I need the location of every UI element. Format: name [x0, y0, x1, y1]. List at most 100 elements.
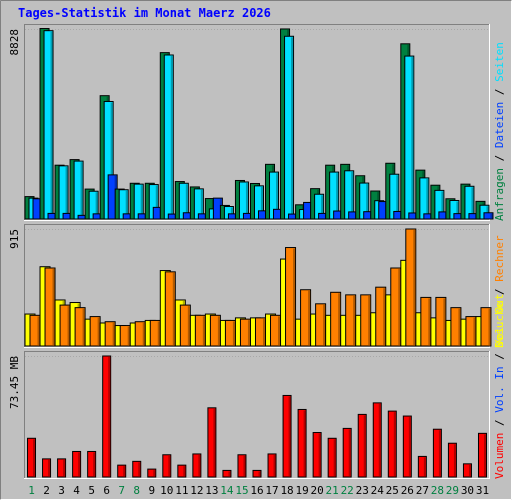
bar-visits-rechner-day-15 [239, 318, 251, 347]
legend-separator: / [493, 282, 506, 302]
bar-volume-volumen-day-16 [252, 469, 262, 478]
bar-visits-rechner-day-20 [315, 303, 327, 347]
bar-volume-volumen-day-7 [117, 464, 127, 478]
x-tick-label-day-9: 9 [148, 484, 155, 497]
x-tick-label-day-27: 27 [416, 484, 429, 497]
bar-visits-rechner-day-11 [179, 304, 191, 347]
x-tick-label-day-5: 5 [88, 484, 95, 497]
bar-visits-rechner-day-13 [209, 314, 221, 347]
x-tick-label-day-28: 28 [431, 484, 444, 497]
legend-entry-vol-out: Vol. Out [493, 294, 506, 347]
bar-visits-rechner-day-27 [420, 296, 432, 347]
bar-requests-seiten-day-18 [284, 35, 295, 220]
bar-visits-rechner-day-23 [360, 294, 372, 347]
x-tick-label-day-16: 16 [250, 484, 263, 497]
x-tick-label-day-15: 15 [235, 484, 248, 497]
x-tick-label-day-31: 31 [476, 484, 489, 497]
bar-visits-rechner-day-9 [149, 319, 161, 347]
max-label-volume: 73.45 MB [8, 356, 21, 409]
svg-text:Anfragen / Dateien / Seiten: Anfragen / Dateien / Seiten [493, 42, 506, 221]
x-tick-label-day-29: 29 [446, 484, 459, 497]
x-tick-label-day-25: 25 [386, 484, 399, 497]
bar-volume-volumen-day-31 [477, 432, 487, 478]
bar-visits-rechner-day-5 [89, 316, 101, 347]
bar-requests-seiten-day-27 [419, 177, 430, 220]
bar-visits-rechner-day-6 [104, 321, 116, 347]
x-tick-label-day-24: 24 [371, 484, 385, 497]
panels-layer: 8828 Anfragen / Dateien / Seiten 915 Besuch… [8, 24, 506, 479]
bar-volume-volumen-day-20 [312, 432, 322, 478]
bar-volume-volumen-day-6 [102, 355, 112, 478]
bar-volume-volumen-day-30 [462, 463, 472, 478]
bar-volume-volumen-day-23 [357, 413, 367, 478]
bar-volume-volumen-day-12 [192, 453, 202, 478]
chart-title: Tages-Statistik im Monat Maerz 2026 [18, 6, 271, 20]
bar-visits-rechner-day-24 [375, 286, 387, 347]
panel-volume: 73.45 MB Volumen / Vol. In / Vol. Out [8, 294, 506, 479]
x-tick-label-day-1: 1 [28, 484, 35, 497]
bar-volume-volumen-day-17 [267, 453, 277, 478]
bar-volume-volumen-day-25 [387, 410, 397, 478]
panel-requests: 8828 Anfragen / Dateien / Seiten [8, 24, 506, 221]
legend-separator: / [493, 347, 506, 367]
bar-requests-seiten-day-10 [163, 54, 174, 220]
bar-visits-rechner-day-12 [194, 314, 206, 347]
bar-visits-rechner-day-16 [254, 317, 266, 347]
legend-separator: / [493, 413, 506, 433]
legend-visits: Besuche / Rechner [493, 235, 506, 348]
x-axis: 1 2 3 4 5 6 7 8 9 10 11 12 13 14 15 16 17 18 19 20 21 22 23 24 2… [28, 484, 489, 497]
bar-visits-rechner-day-22 [345, 294, 357, 347]
bar-visits-rechner-day-17 [270, 314, 282, 347]
bar-visits-rechner-day-7 [119, 325, 131, 347]
bar-volume-volumen-day-8 [132, 460, 142, 478]
x-tick-label-day-22: 22 [341, 484, 354, 497]
x-tick-label-day-18: 18 [280, 484, 293, 497]
bar-visits-rechner-day-14 [224, 319, 236, 347]
x-tick-label-day-19: 19 [295, 484, 308, 497]
bar-requests-dateien-day-31 [483, 212, 494, 220]
bar-visits-rechner-day-29 [450, 307, 462, 347]
legend-separator: / [493, 148, 506, 168]
bar-volume-volumen-day-21 [327, 437, 337, 478]
max-label-visits: 915 [8, 229, 21, 249]
x-tick-label-day-26: 26 [401, 484, 414, 497]
bar-volume-volumen-day-24 [372, 402, 382, 478]
bar-volume-volumen-day-5 [87, 450, 97, 478]
bar-requests-seiten-day-26 [404, 55, 415, 220]
legend-entry-besuche: Besuche [493, 302, 506, 348]
plot-area-volume [24, 351, 490, 479]
bar-volume-volumen-day-22 [342, 427, 352, 478]
bar-visits-rechner-day-4 [74, 307, 86, 347]
bar-volume-volumen-day-9 [147, 468, 157, 478]
x-tick-label-day-12: 12 [190, 484, 203, 497]
bar-visits-rechner-day-28 [435, 296, 447, 347]
legend-entry-anfragen: Anfragen [493, 168, 506, 221]
bar-volume-volumen-day-28 [432, 428, 442, 478]
x-tick-label-day-14: 14 [220, 484, 234, 497]
bar-requests-seiten-day-2 [43, 30, 54, 220]
x-tick-label-day-3: 3 [58, 484, 65, 497]
legend-entry-vol-in: Vol. In [493, 366, 506, 412]
bar-volume-volumen-day-10 [162, 454, 172, 478]
bar-visits-rechner-day-21 [330, 291, 342, 347]
x-tick-label-day-7: 7 [118, 484, 125, 497]
x-tick-label-day-4: 4 [73, 484, 80, 497]
max-label-requests: 8828 [8, 29, 21, 56]
bar-visits-rechner-day-31 [480, 307, 492, 347]
x-tick-label-day-17: 17 [265, 484, 278, 497]
bar-requests-seiten-day-4 [73, 160, 84, 220]
legend-entry-seiten: Seiten [493, 42, 506, 82]
bar-visits-rechner-day-18 [285, 247, 297, 347]
bar-visits-rechner-day-3 [59, 304, 71, 347]
svg-text:Volumen / Vol. In / Vol. Out: Volumen / Vol. In / Vol. Out [493, 294, 506, 479]
x-tick-label-day-30: 30 [461, 484, 474, 497]
legend-entry-dateien: Dateien [493, 102, 506, 148]
svg-text:Besuche / Rechner: Besuche / Rechner [493, 235, 506, 348]
legend-entry-volumen: Volumen [493, 433, 506, 479]
x-tick-label-day-13: 13 [205, 484, 218, 497]
bar-volume-volumen-day-14 [222, 469, 232, 478]
bar-volume-volumen-day-11 [177, 464, 187, 478]
x-tick-label-day-8: 8 [133, 484, 140, 497]
bar-volume-volumen-day-1 [27, 437, 37, 478]
